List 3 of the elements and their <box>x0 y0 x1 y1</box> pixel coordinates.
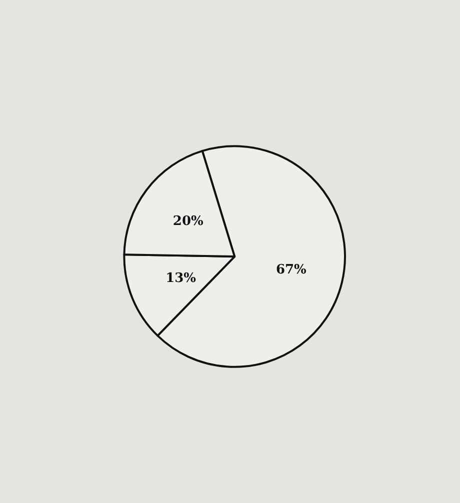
data-label: 13% <box>166 271 197 286</box>
data-label: 67% <box>276 262 308 278</box>
data-label: 20% <box>172 214 204 230</box>
